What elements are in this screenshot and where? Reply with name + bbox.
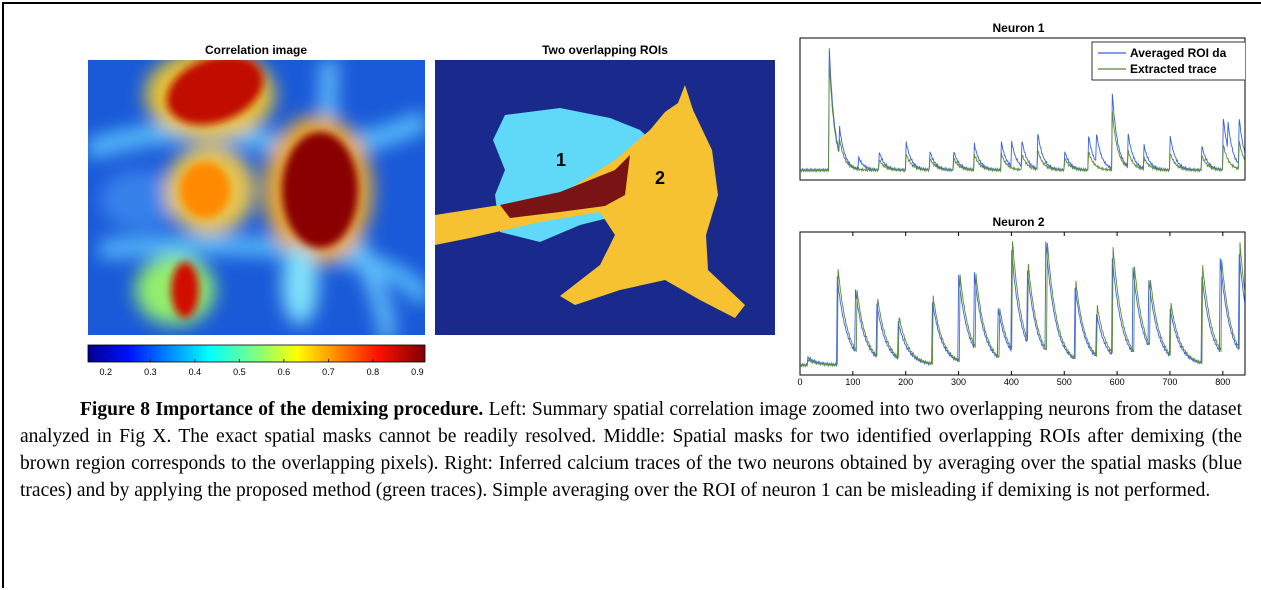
caption-bold: Figure 8 Importance of the demixing proc… bbox=[80, 399, 483, 420]
legend-label: Extracted trace bbox=[1130, 62, 1217, 76]
trace bbox=[800, 241, 1245, 366]
x-tick-label: 100 bbox=[845, 377, 860, 387]
colorbar-tick-label: 0.9 bbox=[411, 367, 424, 377]
colorbar-tick-label: 0.2 bbox=[100, 367, 113, 377]
figure: Correlation image 0.2 0.3 0.4 0.5 0.6 0.7 0.8 0… bbox=[0, 0, 1261, 392]
plot-title: Neuron 1 bbox=[992, 21, 1044, 35]
legend: Averaged ROI da Extracted trace bbox=[1092, 42, 1252, 80]
panel-title: Correlation image bbox=[205, 43, 307, 57]
traces bbox=[800, 241, 1245, 366]
legend-label: Averaged ROI da bbox=[1130, 46, 1227, 60]
colorbar-tick-label: 0.6 bbox=[278, 367, 291, 377]
roi-label: 1 bbox=[556, 150, 566, 170]
colorbar bbox=[88, 345, 425, 362]
plot-title: Neuron 2 bbox=[992, 215, 1044, 229]
x-tick-label: 400 bbox=[1004, 377, 1019, 387]
x-tick-label: 300 bbox=[951, 377, 966, 387]
caption: Figure 8 Importance of the demixing proc… bbox=[20, 396, 1242, 504]
colorbar-tick-label: 0.5 bbox=[233, 367, 246, 377]
colorbar-tick-label: 0.8 bbox=[367, 367, 380, 377]
x-tick-label: 200 bbox=[898, 377, 913, 387]
roi-label: 2 bbox=[655, 168, 665, 188]
x-tick-label: 800 bbox=[1215, 377, 1230, 387]
colorbar-tick-label: 0.7 bbox=[322, 367, 335, 377]
panel-title: Two overlapping ROIs bbox=[542, 43, 668, 57]
plot-frame bbox=[800, 232, 1245, 375]
x-tick-label: 0 bbox=[797, 377, 802, 387]
x-tick-label: 600 bbox=[1110, 377, 1125, 387]
colorbar-tick-label: 0.3 bbox=[144, 367, 157, 377]
x-tick-label: 700 bbox=[1162, 377, 1177, 387]
colorbar-tick-label: 0.4 bbox=[189, 367, 202, 377]
trace bbox=[800, 242, 1245, 367]
x-tick-label: 500 bbox=[1057, 377, 1072, 387]
correlation-image bbox=[88, 43, 425, 335]
page: Correlation image 0.2 0.3 0.4 0.5 0.6 0.7 0.8 0… bbox=[0, 0, 1261, 590]
